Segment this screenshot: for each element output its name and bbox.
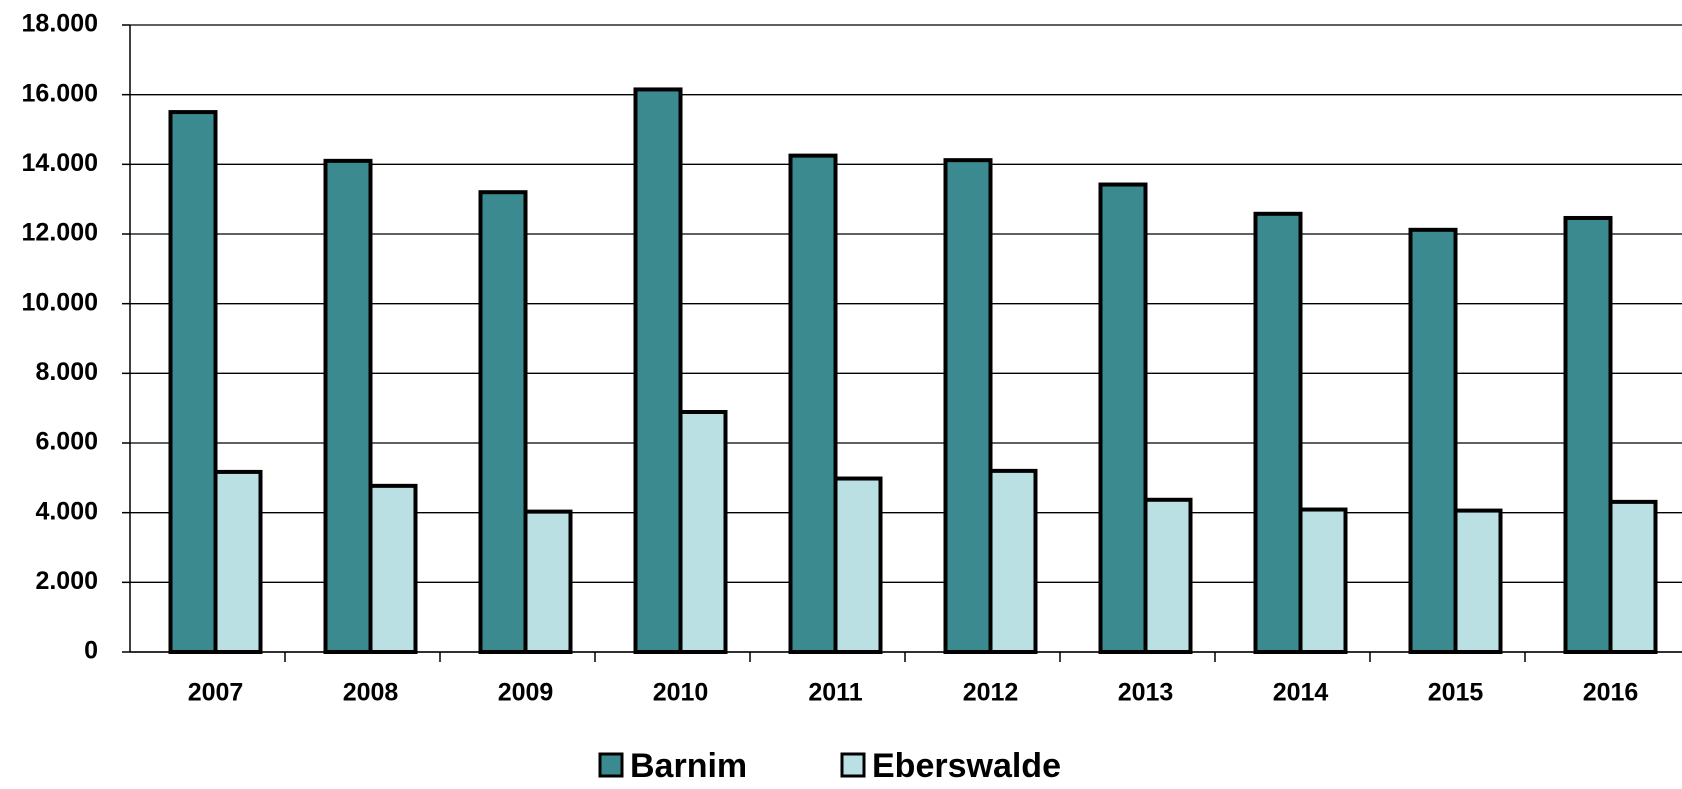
x-tick-label: 2008 [343, 679, 399, 707]
bar [833, 476, 883, 654]
x-tick-label: 2015 [1428, 679, 1484, 707]
bar [943, 158, 993, 655]
legend-swatch [598, 752, 624, 778]
y-tick-label: 10.000 [22, 288, 98, 316]
x-tick-label: 2013 [1118, 679, 1174, 707]
bar [1453, 508, 1503, 654]
bar [1563, 215, 1613, 655]
bar [1098, 182, 1148, 655]
bar [1143, 497, 1193, 654]
y-tick-label: 16.000 [22, 79, 98, 107]
x-tick-label: 2007 [188, 679, 244, 707]
y-tick-label: 0 [84, 637, 98, 665]
legend-label: Barnim [630, 747, 747, 784]
bar [788, 153, 838, 654]
bar [213, 469, 263, 654]
y-tick-label: 2.000 [35, 567, 98, 595]
bar [633, 87, 683, 655]
y-tick-label: 12.000 [22, 219, 98, 247]
x-tick-label: 2014 [1273, 679, 1329, 707]
bar [523, 509, 573, 654]
bar [368, 483, 418, 654]
x-tick-label: 2012 [963, 679, 1019, 707]
bar [168, 110, 218, 655]
bar [1253, 211, 1303, 654]
y-tick-label: 8.000 [35, 358, 98, 386]
legend-label: Eberswalde [872, 747, 1061, 784]
bar [1608, 499, 1658, 655]
y-tick-label: 4.000 [35, 497, 98, 525]
x-tick-label: 2016 [1583, 679, 1639, 707]
bar [678, 409, 728, 654]
x-tick-label: 2011 [808, 679, 862, 707]
x-tick-label: 2009 [498, 679, 554, 707]
y-tick-label: 14.000 [22, 149, 98, 177]
y-tick-label: 18.000 [22, 10, 98, 38]
bar [1298, 507, 1348, 655]
x-tick-label: 2010 [653, 679, 709, 707]
bar [323, 158, 373, 654]
bar [478, 190, 528, 654]
y-tick-label: 6.000 [35, 428, 98, 456]
bar [988, 468, 1038, 654]
legend-swatch [840, 752, 866, 778]
bar [1408, 227, 1458, 654]
